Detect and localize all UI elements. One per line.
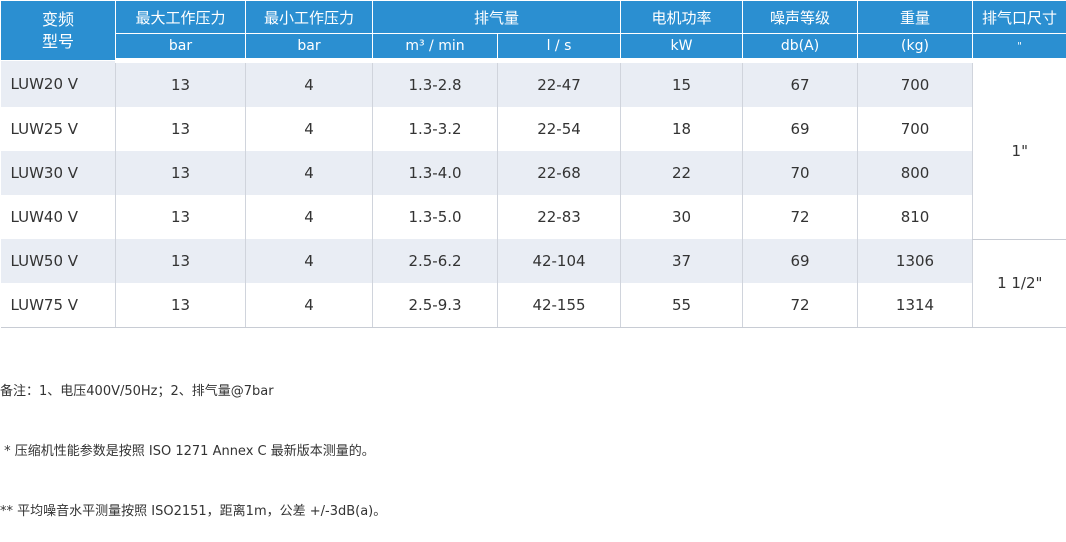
value-cell: 1.3-2.8 [373, 61, 498, 108]
header-cell: 重量 [858, 1, 973, 34]
header-row: 变频 型号 最大工作压力 最小工作压力 排气量 电机功率 噪声等级 重量 排气口… [1, 1, 1066, 34]
note: ** 平均噪音水平测量按照 ISO2151，距离1m，公差 +/-3dB(a)。 [0, 502, 1066, 522]
unit-cell: l / s [498, 34, 621, 61]
outlet-cell: 1 1/2" [973, 239, 1066, 328]
value-cell: 4 [246, 107, 373, 151]
value-cell: 42-155 [498, 283, 621, 328]
unit-row: bar bar m³ / min l / s kW db(A) (kg) " [1, 34, 1066, 61]
value-cell: 22-83 [498, 195, 621, 239]
value-cell: 1306 [858, 239, 973, 283]
value-cell: 15 [621, 61, 743, 108]
value-cell: 2.5-9.3 [373, 283, 498, 328]
spec-table: 变频 型号 最大工作压力 最小工作压力 排气量 电机功率 噪声等级 重量 排气口… [0, 0, 1066, 328]
unit-cell: (kg) [858, 34, 973, 61]
value-cell: 55 [621, 283, 743, 328]
value-cell: 70 [743, 151, 858, 195]
header-cell: 电机功率 [621, 1, 743, 34]
value-cell: 30 [621, 195, 743, 239]
value-cell: 4 [246, 151, 373, 195]
unit-cell: bar [246, 34, 373, 61]
header-cell: 噪声等级 [743, 1, 858, 34]
value-cell: 1.3-4.0 [373, 151, 498, 195]
value-cell: 1314 [858, 283, 973, 328]
unit-cell: db(A) [743, 34, 858, 61]
value-cell: 4 [246, 239, 373, 283]
value-cell: 13 [116, 239, 246, 283]
model-cell: LUW30 V [1, 151, 116, 195]
model-cell: LUW50 V [1, 239, 116, 283]
unit-cell: " [973, 34, 1066, 61]
unit-cell: bar [116, 34, 246, 61]
value-cell: 4 [246, 195, 373, 239]
value-cell: 13 [116, 195, 246, 239]
value-cell: 700 [858, 107, 973, 151]
header-cell: 最大工作压力 [116, 1, 246, 34]
value-cell: 18 [621, 107, 743, 151]
header-cell: 最小工作压力 [246, 1, 373, 34]
value-cell: 42-104 [498, 239, 621, 283]
value-cell: 37 [621, 239, 743, 283]
value-cell: 72 [743, 283, 858, 328]
outlet-cell: 1" [973, 61, 1066, 240]
value-cell: 22-47 [498, 61, 621, 108]
value-cell: 4 [246, 61, 373, 108]
model-cell: LUW75 V [1, 283, 116, 328]
value-cell: 4 [246, 283, 373, 328]
model-cell: LUW20 V [1, 61, 116, 108]
header-cell: 变频 型号 [1, 1, 116, 61]
unit-cell: kW [621, 34, 743, 61]
value-cell: 22 [621, 151, 743, 195]
header-cell: 排气口尺寸 [973, 1, 1066, 34]
note: * 压缩机性能参数是按照 ISO 1271 Annex C 最新版本测量的。 [0, 442, 1066, 462]
value-cell: 800 [858, 151, 973, 195]
value-cell: 13 [116, 61, 246, 108]
value-cell: 2.5-6.2 [373, 239, 498, 283]
value-cell: 13 [116, 283, 246, 328]
value-cell: 22-68 [498, 151, 621, 195]
note: 备注：1、电压400V/50Hz；2、排气量@7bar [0, 382, 1066, 402]
value-cell: 67 [743, 61, 858, 108]
value-cell: 69 [743, 239, 858, 283]
header-cell: 排气量 [373, 1, 621, 34]
page: 变频 型号 最大工作压力 最小工作压力 排气量 电机功率 噪声等级 重量 排气口… [0, 0, 1066, 424]
notes: 备注：1、电压400V/50Hz；2、排气量@7bar * 压缩机性能参数是按照… [0, 342, 1066, 542]
value-cell: 810 [858, 195, 973, 239]
value-cell: 13 [116, 151, 246, 195]
value-cell: 13 [116, 107, 246, 151]
value-cell: 69 [743, 107, 858, 151]
value-cell: 1.3-5.0 [373, 195, 498, 239]
value-cell: 700 [858, 61, 973, 108]
unit-cell: m³ / min [373, 34, 498, 61]
value-cell: 1.3-3.2 [373, 107, 498, 151]
value-cell: 72 [743, 195, 858, 239]
model-cell: LUW25 V [1, 107, 116, 151]
value-cell: 22-54 [498, 107, 621, 151]
model-cell: LUW40 V [1, 195, 116, 239]
